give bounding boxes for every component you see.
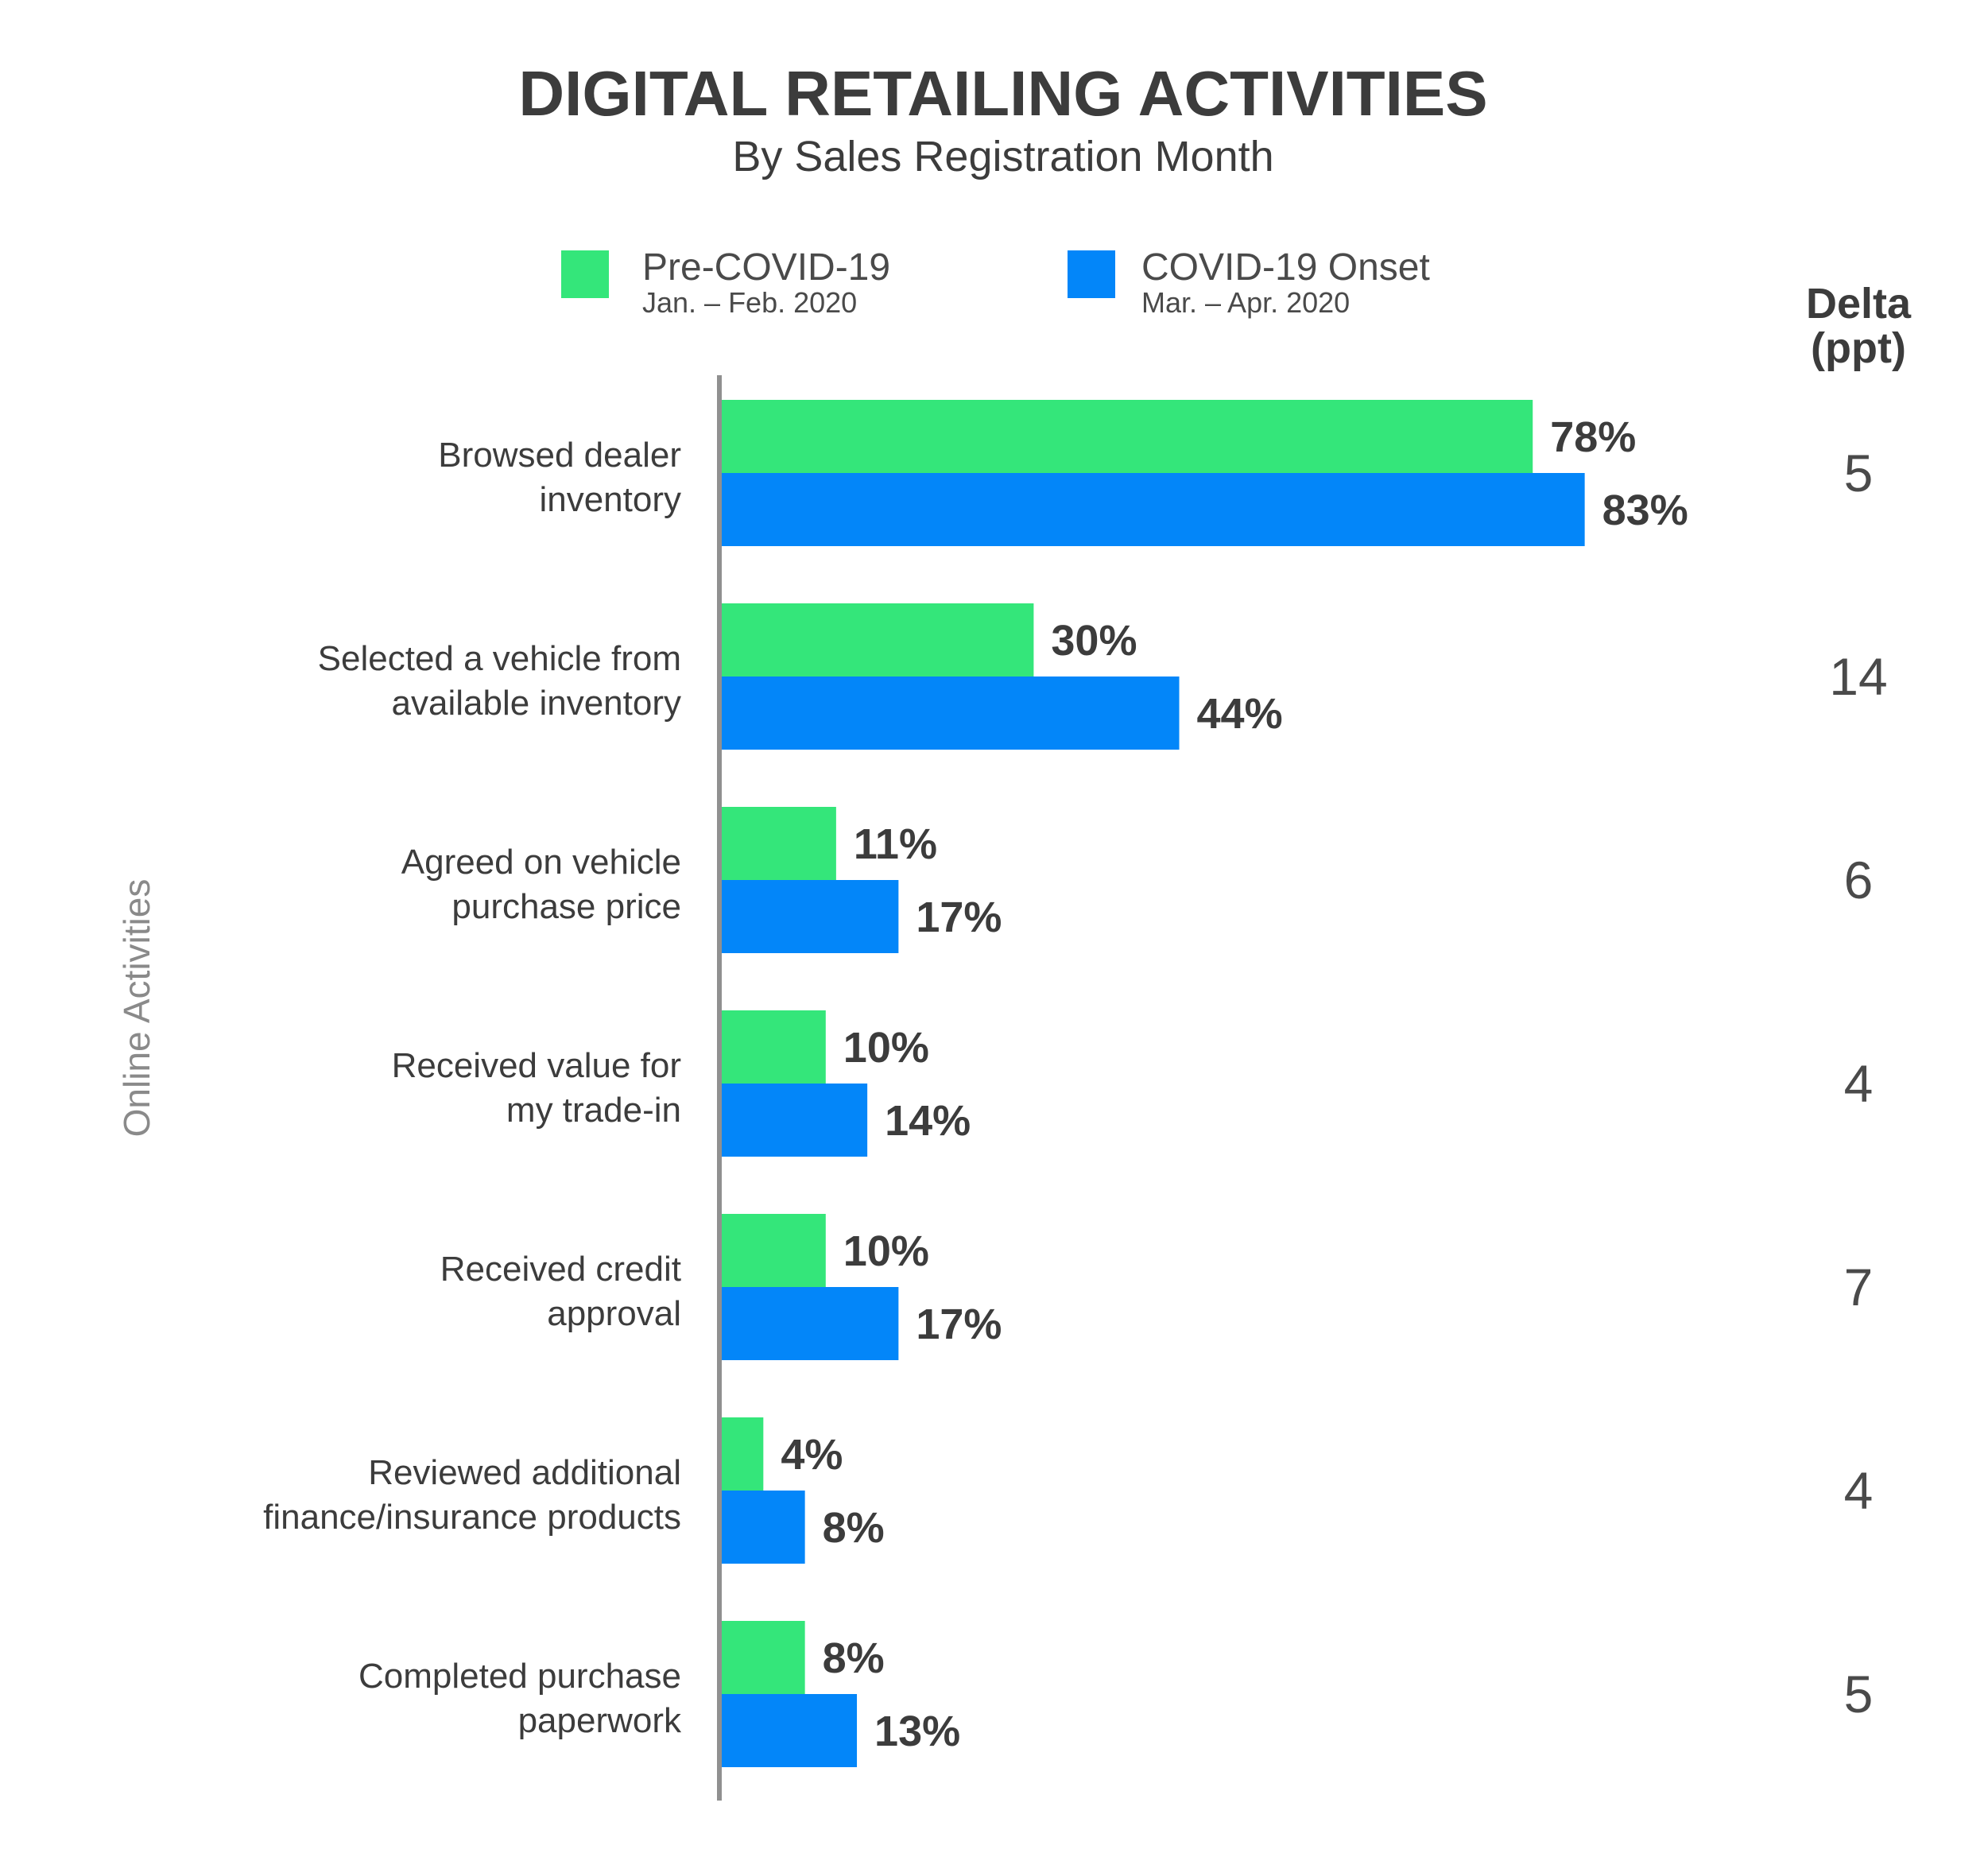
delta-header: Delta(ppt) bbox=[1806, 280, 1912, 372]
legend-period-covid-onset: Mar. – Apr. 2020 bbox=[1141, 286, 1350, 319]
bar-covid-onset bbox=[722, 1491, 805, 1564]
chart-title: DIGITAL RETAILING ACTIVITIES bbox=[518, 58, 1487, 129]
category-label: Completed purchase paperwork bbox=[358, 1657, 682, 1740]
category-label-line: Received credit bbox=[440, 1250, 681, 1289]
delta-value: 5 bbox=[1844, 444, 1874, 502]
category-label-line: approval bbox=[547, 1294, 681, 1333]
bar-pre-covid bbox=[722, 1417, 764, 1491]
value-label-pre-covid: 4% bbox=[781, 1431, 843, 1479]
category-label-line: purchase price bbox=[451, 887, 681, 926]
category-label: Received value for my trade-in bbox=[392, 1046, 681, 1130]
bar-pre-covid bbox=[722, 400, 1533, 473]
delta-value: 7 bbox=[1844, 1258, 1874, 1316]
chart-subtitle: By Sales Registration Month bbox=[732, 133, 1273, 180]
value-label-covid-onset: 17% bbox=[916, 1301, 1002, 1348]
bar-pre-covid bbox=[722, 807, 836, 880]
category-label: Agreed on vehicle purchase price bbox=[401, 843, 681, 926]
value-label-covid-onset: 14% bbox=[885, 1097, 971, 1145]
value-label-covid-onset: 17% bbox=[916, 894, 1002, 941]
bar-covid-onset bbox=[722, 1287, 899, 1360]
category-label-line: available inventory bbox=[392, 684, 681, 723]
category-label: Reviewed additional finance/insurance pro… bbox=[263, 1453, 681, 1537]
delta-values: 5 14 6 4 7 4 5 bbox=[1829, 444, 1887, 1723]
value-label-covid-onset: 44% bbox=[1197, 690, 1283, 738]
delta-value: 4 bbox=[1844, 1461, 1874, 1520]
bar-pre-covid bbox=[722, 1621, 805, 1694]
value-label-pre-covid: 30% bbox=[1051, 617, 1137, 665]
bar-covid-onset bbox=[722, 1084, 868, 1157]
legend-label-covid-onset: COVID-19 Onset bbox=[1141, 246, 1430, 289]
bar-covid-onset bbox=[722, 1694, 858, 1767]
delta-value: 5 bbox=[1844, 1665, 1874, 1723]
category-label-line: finance/insurance products bbox=[263, 1498, 681, 1537]
legend-swatch-covid-onset bbox=[1068, 250, 1115, 298]
category-label-line: Reviewed additional bbox=[368, 1453, 681, 1492]
value-label-pre-covid: 78% bbox=[1550, 413, 1636, 461]
delta-value: 14 bbox=[1829, 647, 1887, 706]
category-label: Received credit approval bbox=[440, 1250, 681, 1333]
category-labels: Browsed dealer inventory Selected a vehicl… bbox=[263, 436, 682, 1740]
category-label: Selected a vehicle from available invento… bbox=[318, 639, 681, 723]
category-label-line: inventory bbox=[539, 480, 681, 519]
delta-value: 6 bbox=[1844, 851, 1874, 909]
value-label-pre-covid: 11% bbox=[854, 820, 937, 868]
value-label-pre-covid: 10% bbox=[843, 1024, 929, 1072]
delta-value: 4 bbox=[1844, 1054, 1874, 1113]
legend-period-pre-covid: Jan. – Feb. 2020 bbox=[642, 286, 857, 319]
bar-covid-onset bbox=[722, 473, 1585, 546]
category-label-line: paperwork bbox=[518, 1701, 682, 1740]
value-label-pre-covid: 8% bbox=[823, 1634, 885, 1682]
y-axis-title: Online Activities bbox=[116, 879, 157, 1138]
bar-pre-covid bbox=[722, 1214, 826, 1287]
bar-covid-onset bbox=[722, 677, 1180, 750]
category-label-line: Browsed dealer bbox=[438, 436, 681, 475]
value-label-covid-onset: 83% bbox=[1602, 487, 1688, 534]
bar-pre-covid bbox=[722, 603, 1034, 677]
category-label-line: Completed purchase bbox=[358, 1657, 681, 1696]
category-label-line: Received value for bbox=[392, 1046, 681, 1085]
value-label-covid-onset: 13% bbox=[874, 1708, 960, 1755]
value-label-pre-covid: 10% bbox=[843, 1227, 929, 1275]
category-label-line: Agreed on vehicle bbox=[401, 843, 681, 882]
category-label: Browsed dealer inventory bbox=[438, 436, 681, 519]
category-label-line: my trade-in bbox=[506, 1091, 681, 1130]
legend-swatch-pre-covid bbox=[561, 250, 609, 298]
bars bbox=[722, 400, 1585, 1767]
category-label-line: Selected a vehicle from bbox=[318, 639, 681, 678]
bar-pre-covid bbox=[722, 1010, 826, 1084]
bar-covid-onset bbox=[722, 880, 899, 953]
delta-header-line: (ppt) bbox=[1811, 324, 1906, 372]
legend-label-pre-covid: Pre-COVID-19 bbox=[642, 246, 890, 289]
delta-header-line: Delta bbox=[1806, 280, 1912, 328]
value-label-covid-onset: 8% bbox=[823, 1504, 885, 1552]
value-labels: 78% 83% 30% 44% 11% 17% 10% 14% 10% 17% 4% 8% 8% 13% bbox=[781, 413, 1688, 1755]
